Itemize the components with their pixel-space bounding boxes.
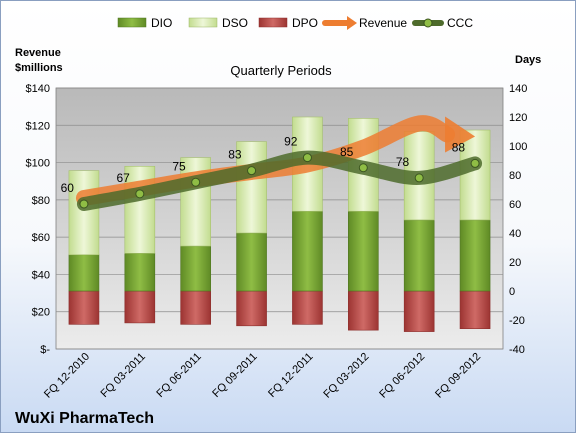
left-tick-label: $40 xyxy=(32,269,50,281)
bar-dso xyxy=(459,129,491,221)
left-tick-label: $- xyxy=(40,344,50,356)
x-tick-label: FQ 06-2011 xyxy=(154,351,203,400)
left-axis-title-line1: Revenue xyxy=(15,47,61,59)
ccc-line xyxy=(76,150,483,211)
x-axis-ticks: FQ 12-2010 FQ 03-2011 FQ 06-2011 FQ 09-2011… xyxy=(42,351,483,401)
legend-label-dio: DIO xyxy=(151,16,172,30)
bar-dpo xyxy=(403,290,435,332)
ccc-data-label: 78 xyxy=(396,155,410,169)
ccc-point xyxy=(191,177,201,187)
bar-dpo xyxy=(292,290,323,325)
ccc-data-label: 83 xyxy=(228,148,242,162)
ccc-data-label: 88 xyxy=(452,140,466,154)
bars xyxy=(68,116,491,332)
bar-dio xyxy=(403,219,435,292)
right-tick-label: 60 xyxy=(509,199,521,211)
right-tick-label: 120 xyxy=(509,112,527,124)
ccc-data-label: 60 xyxy=(61,181,75,195)
left-axis-ticks: $- $20 $40 $60 $80 $100 $120 $140 xyxy=(26,83,51,356)
legend-swatch-dpo xyxy=(258,17,288,28)
bar-dpo xyxy=(124,290,156,324)
ccc-data-label: 92 xyxy=(284,135,298,149)
bar-dio xyxy=(348,210,379,292)
right-tick-label: -20 xyxy=(509,315,525,327)
bar-dpo xyxy=(348,290,379,331)
bar-dpo xyxy=(68,290,100,325)
right-axis-title: Days xyxy=(515,54,541,66)
ccc-point xyxy=(414,173,424,183)
left-tick-label: $120 xyxy=(26,120,50,132)
legend-swatch-ccc xyxy=(412,18,444,28)
right-tick-label: 20 xyxy=(509,257,521,269)
right-tick-label: 40 xyxy=(509,228,521,240)
ccc-point xyxy=(135,189,145,199)
x-tick-label: FQ 09-2012 xyxy=(433,351,483,401)
legend-label-revenue: Revenue xyxy=(359,16,407,30)
revenue-arrowhead xyxy=(445,116,476,153)
bar-dio xyxy=(236,232,267,292)
right-axis-ticks: -40 -20 0 20 40 60 80 100 120 140 xyxy=(509,83,527,356)
left-axis-title-line2: $millions xyxy=(15,62,63,74)
ccc-point xyxy=(302,153,312,163)
ccc-point xyxy=(79,199,89,209)
legend-label-dpo: DPO xyxy=(292,16,318,30)
x-tick-label: FQ 03-2012 xyxy=(321,351,371,401)
x-tick-label: FQ 09-2011 xyxy=(210,351,259,400)
ccc-point xyxy=(470,158,480,168)
x-tick-label: FQ 12-2011 xyxy=(266,351,315,400)
left-tick-label: $100 xyxy=(26,158,50,170)
bar-dpo xyxy=(459,290,491,330)
right-tick-label: 140 xyxy=(509,83,527,95)
bar-dpo xyxy=(180,290,211,325)
legend-swatch-dso xyxy=(188,17,218,28)
right-tick-label: -40 xyxy=(509,344,525,356)
right-tick-label: 0 xyxy=(509,286,515,298)
legend-label-ccc: CCC xyxy=(447,16,473,30)
company-name: WuXi PharmaTech xyxy=(15,410,154,427)
legend-swatch-revenue xyxy=(322,16,357,30)
legend-swatch-dio xyxy=(117,17,147,28)
ccc-point xyxy=(247,166,257,176)
x-tick-label: FQ 06-2012 xyxy=(377,351,427,401)
left-tick-label: $140 xyxy=(26,83,50,95)
x-tick-label: FQ 12-2010 xyxy=(42,351,92,401)
legend-label-dso: DSO xyxy=(222,16,248,30)
x-tick-label: FQ 03-2011 xyxy=(99,351,148,400)
ccc-data-label: 75 xyxy=(172,159,186,173)
bar-dpo xyxy=(236,290,267,327)
bar-dio xyxy=(180,245,211,292)
left-tick-label: $60 xyxy=(32,232,50,244)
bar-dso xyxy=(68,170,100,256)
right-tick-label: 80 xyxy=(509,170,521,182)
left-tick-label: $80 xyxy=(32,195,50,207)
bar-dio xyxy=(68,254,100,292)
series-lines: 60 67 75 83 92 85 78 88 xyxy=(61,115,483,211)
bar-dio xyxy=(124,253,156,292)
ccc-data-label: 67 xyxy=(116,171,130,185)
bar-dio xyxy=(292,210,323,292)
legend: DIO DSO DPO Revenue CCC xyxy=(117,16,473,30)
bar-dso xyxy=(236,141,267,234)
right-tick-label: 100 xyxy=(509,141,527,153)
left-tick-label: $20 xyxy=(32,307,50,319)
ccc-point xyxy=(358,163,368,173)
ccc-data-label: 85 xyxy=(340,145,354,159)
chart-subtitle: Quarterly Periods xyxy=(230,63,332,78)
bar-dio xyxy=(459,219,491,292)
